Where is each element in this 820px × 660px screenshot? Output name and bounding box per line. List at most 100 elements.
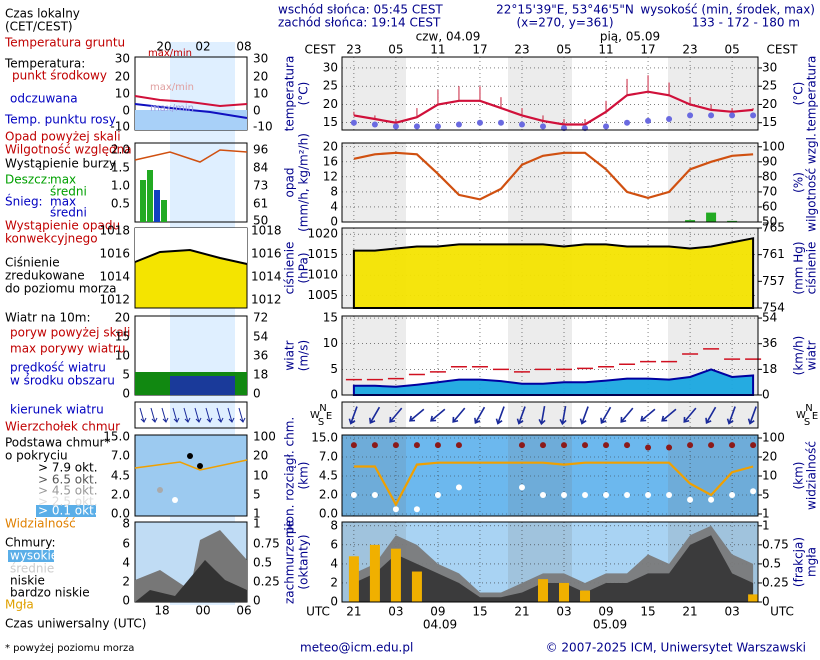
dot xyxy=(708,112,715,119)
legend-tick-label: 1.5 xyxy=(111,161,130,175)
compass-label: N xyxy=(319,403,326,414)
legend-tick-label: 1 xyxy=(253,517,261,531)
dot xyxy=(413,506,420,513)
legend-frame xyxy=(134,142,248,223)
legend-tick-label: 10 xyxy=(253,469,268,483)
legend-label: w środku obszaru xyxy=(10,374,115,388)
night-band xyxy=(342,316,406,395)
y-tick-label: 8 xyxy=(330,184,338,198)
wind-arrow xyxy=(559,405,567,426)
legend-tick-label: 54 xyxy=(253,330,268,344)
legend-tick-label: 0 xyxy=(253,594,261,608)
x-tick-label: 05 xyxy=(388,43,403,57)
y2-tick-label: 60 xyxy=(762,199,777,213)
dot xyxy=(666,116,673,123)
legend-tick-label: 30 xyxy=(253,52,268,66)
sunset: zachód słońca: 19:14 CEST xyxy=(278,16,441,30)
legend-label: wysokie xyxy=(10,549,58,563)
dot xyxy=(455,484,462,491)
y2-axis-title: ciśnienie xyxy=(805,242,819,295)
legend-label: > 0.1 okt. xyxy=(38,504,98,518)
legend-tick-label: 1.0 xyxy=(111,179,130,193)
copyright: © 2007-2025 ICM, Uniwersytet Warszawski xyxy=(546,641,806,655)
dot xyxy=(687,496,694,503)
y2-tick-label: 54 xyxy=(762,311,777,325)
y2-axis-title: widzialność xyxy=(805,441,819,510)
legend-tick-label: 2.0 xyxy=(111,143,130,157)
legend-arrow xyxy=(139,407,147,423)
legend-label: punkt środkowy xyxy=(12,69,107,83)
dot xyxy=(434,123,441,130)
y2-tick-label: 754 xyxy=(762,301,785,315)
dot xyxy=(350,119,357,126)
dot xyxy=(413,442,420,449)
legend-tick-label: 20 xyxy=(115,70,130,84)
y2-axis-title: mgła xyxy=(805,547,819,577)
panel-frame xyxy=(341,227,759,309)
y-tick-label: 6 xyxy=(330,537,338,551)
bar xyxy=(580,590,591,602)
series-line xyxy=(353,461,754,507)
legend-label: > 7.9 okt. xyxy=(38,461,98,475)
y2-tick-label: 0.75 xyxy=(762,537,789,551)
night-band xyxy=(508,435,572,516)
y2-axis-unit: (%) xyxy=(792,172,806,193)
wind-arrow xyxy=(640,408,656,422)
email[interactable]: meteo@icm.edu.pl xyxy=(300,641,413,655)
legend-tick-label: 4.5 xyxy=(111,469,130,483)
y2-tick-label: 1 xyxy=(762,518,770,532)
legend-arrow xyxy=(161,407,169,423)
legend-label: Chmury: xyxy=(5,536,55,550)
legend-tick-label: 0.5 xyxy=(253,556,272,570)
night-band xyxy=(668,143,758,222)
wind-arrow xyxy=(600,406,612,424)
legend-swatch xyxy=(36,505,96,517)
dot xyxy=(750,112,757,119)
wind-arrow xyxy=(369,406,381,424)
y2-axis-unit: (km/h) xyxy=(792,336,806,376)
dot xyxy=(455,442,462,449)
y-tick-label: 10 xyxy=(323,336,338,350)
legend-tick-label: 10 xyxy=(115,349,130,363)
y-tick-label: 4 xyxy=(330,199,338,213)
legend-tick-label: 7.0 xyxy=(111,449,130,463)
legend-tick-label: 0 xyxy=(253,387,261,401)
legend-line xyxy=(134,95,248,108)
dot xyxy=(413,123,420,130)
y2-tick-label: 80 xyxy=(762,169,777,183)
panel-background xyxy=(342,402,758,428)
axis-label: CEST xyxy=(305,43,337,57)
legend-bar xyxy=(154,190,160,222)
legend-label: max/min xyxy=(150,82,194,93)
y2-tick-label: 0 xyxy=(762,595,770,609)
legend-label: max/min xyxy=(150,103,194,114)
legend-tick-label: 1018 xyxy=(251,224,282,238)
dot xyxy=(666,492,673,498)
dot xyxy=(539,123,546,130)
legend-label: Wiatr na 10m: xyxy=(5,311,91,325)
legend-dot xyxy=(172,497,178,503)
legend-tick-label: 72 xyxy=(253,311,268,325)
legend-tick-label: 6 xyxy=(122,537,130,551)
legend-arrow xyxy=(227,407,235,423)
y2-tick-label: 50 xyxy=(762,215,777,229)
wind-arrow xyxy=(348,406,358,425)
dot xyxy=(666,444,673,451)
y-axis-title: opad xyxy=(283,168,297,198)
dot xyxy=(561,442,568,449)
legend-tick-label: -10 xyxy=(110,120,130,134)
legend-label: prędkość wiatru xyxy=(10,361,106,375)
y-tick-label: 30 xyxy=(323,60,338,74)
dot xyxy=(687,112,694,119)
x-tick-label: 03 xyxy=(388,605,403,619)
y2-tick-label: 757 xyxy=(762,274,785,288)
x-tick-label: 15 xyxy=(472,605,487,619)
wind-arrow xyxy=(409,408,425,422)
dot xyxy=(350,492,357,498)
dot xyxy=(750,488,757,495)
legend-label: Wystąpienie opadu xyxy=(5,219,120,233)
legend-tick-label: 0 xyxy=(122,387,130,401)
legend-tick-label: 20 xyxy=(115,311,130,325)
y-tick-label: 15 xyxy=(323,115,338,129)
bar xyxy=(369,544,380,602)
